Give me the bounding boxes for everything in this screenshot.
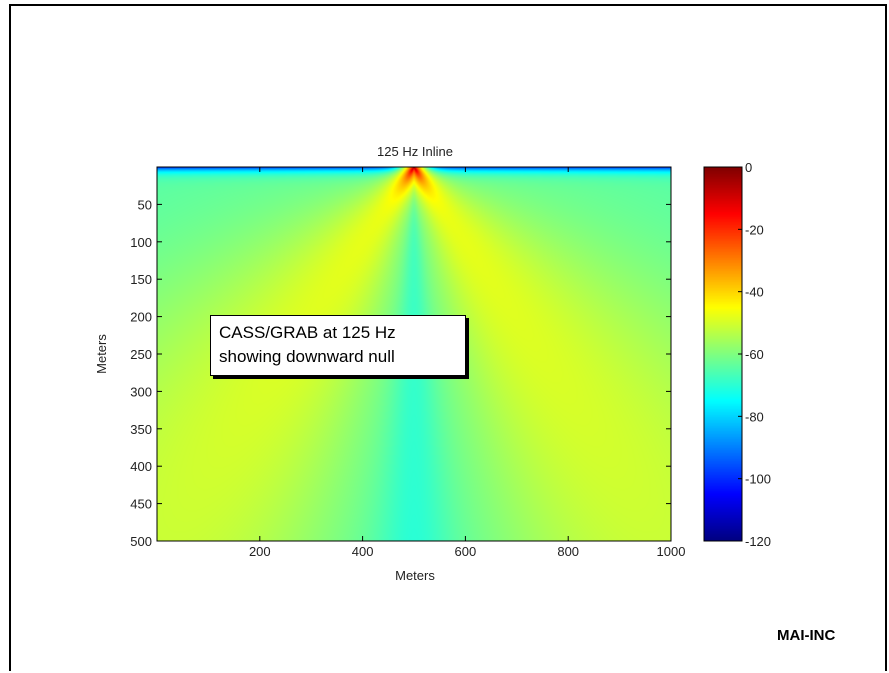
colorbar-tick-label: -120: [745, 534, 771, 549]
y-tick-label: 350: [130, 422, 152, 437]
colorbar-tick-label: 0: [745, 160, 752, 175]
x-tick-label: 200: [249, 544, 271, 559]
x-tick-label: 400: [352, 544, 374, 559]
x-tick-label: 1000: [657, 544, 686, 559]
y-tick-label: 150: [130, 272, 152, 287]
colorbar-tick-label: -40: [745, 285, 764, 300]
y-tick-label: 500: [130, 534, 152, 549]
annotation-line-2: showing downward null: [219, 347, 395, 366]
y-tick-label: 450: [130, 497, 152, 512]
y-tick-label: 400: [130, 459, 152, 474]
y-axis-label: Meters: [94, 334, 109, 374]
y-axis-ticks: 50 100 150 200 250 300 350 400 450 500: [130, 197, 671, 549]
colorbar-tick-label: -80: [745, 409, 764, 424]
x-tick-label: 600: [455, 544, 477, 559]
colorbar-ticks: 0 -20 -40 -60 -80 -100 -120: [738, 160, 771, 549]
colorbar-tick-label: -60: [745, 347, 764, 362]
y-tick-label: 200: [130, 310, 152, 325]
y-tick-label: 250: [130, 347, 152, 362]
colorbar-tick-label: -100: [745, 472, 771, 487]
y-tick-label: 50: [138, 197, 152, 212]
x-tick-label: 800: [557, 544, 579, 559]
annotation-box: CASS/GRAB at 125 Hz showing downward nul…: [210, 315, 466, 376]
colorbar: [704, 167, 742, 541]
slide-frame: [9, 4, 887, 671]
colorbar-tick-label: -20: [745, 222, 764, 237]
chart-title: 125 Hz Inline: [377, 144, 453, 159]
annotation-line-1: CASS/GRAB at 125 Hz: [219, 323, 396, 342]
y-tick-label: 300: [130, 384, 152, 399]
y-tick-label: 100: [130, 235, 152, 250]
x-axis-ticks: 200 400 600 800 1000: [249, 167, 686, 559]
x-axis-label: Meters: [395, 568, 435, 583]
company-logo-text: MAI-INC: [777, 627, 836, 644]
